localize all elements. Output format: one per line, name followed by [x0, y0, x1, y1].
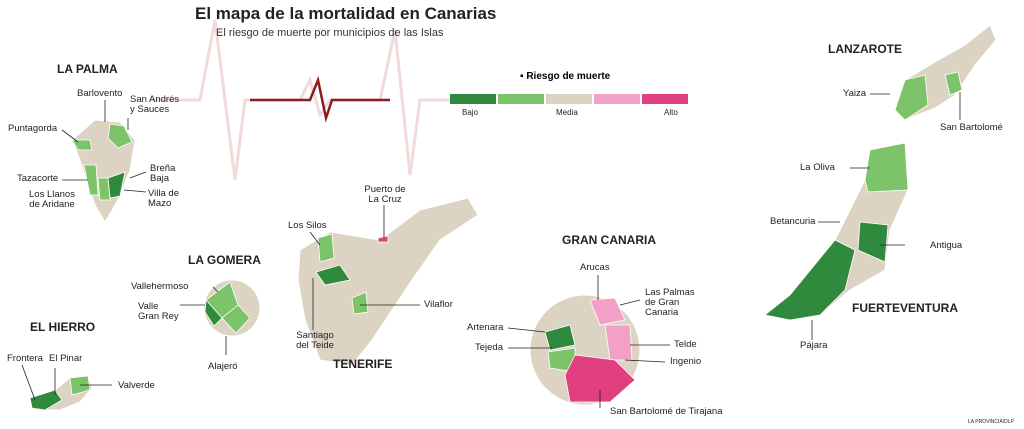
municipality: La Oliva: [800, 162, 835, 173]
municipality: Puntagorda: [8, 123, 58, 134]
municipality: Alajeró: [208, 361, 238, 372]
municipality: Frontera: [7, 353, 43, 364]
legend-swatch: [498, 94, 544, 104]
island-name: LANZAROTE: [828, 42, 902, 56]
municipality: Arucas: [580, 262, 610, 273]
municipality: Artenara: [467, 322, 504, 333]
municipality: San Bartolomé de Tirajana: [610, 406, 723, 417]
legend-label: Media: [556, 108, 578, 117]
subtitle: El riesgo de muerte por municipios de la…: [216, 27, 444, 39]
la-palma: [71, 119, 136, 223]
municipality: Valle Gran Rey: [138, 301, 179, 322]
el-hierro: [29, 375, 93, 411]
island-name: LA GOMERA: [188, 253, 261, 267]
credit: LA PROVINCIA/DLP: [968, 419, 1014, 425]
municipality: San Bartolomé: [940, 122, 1003, 133]
municipality: Las Palmas de Gran Canaria: [645, 287, 695, 318]
municipality: El Pinar: [49, 353, 83, 364]
tenerife: [297, 197, 479, 366]
island-name: EL HIERRO: [30, 320, 96, 334]
municipality: San Andrés y Sauces: [130, 94, 180, 115]
municipality: Valverde: [118, 380, 155, 391]
legend-title: ▪ Riesgo de muerte: [520, 71, 611, 82]
island-name: TENERIFE: [333, 357, 393, 371]
leaders: [21, 92, 961, 408]
municipality: Vallehermoso: [131, 281, 189, 292]
municipality: Barlovento: [77, 88, 123, 99]
la-gomera: [203, 279, 261, 337]
municipality: Yaiza: [843, 88, 867, 99]
legend-swatch: [594, 94, 640, 104]
municipality: Puerto de La Cruz: [364, 184, 406, 205]
municipality: Vilaflor: [424, 299, 453, 310]
legend-label: Bajo: [462, 108, 479, 117]
municipality: Pájara: [800, 340, 828, 351]
legend-swatch: [642, 94, 688, 104]
legend-swatch: [546, 94, 592, 104]
gran-canaria: [529, 294, 641, 406]
fuerteventura: [763, 142, 909, 321]
island-name: GRAN CANARIA: [562, 233, 656, 247]
lanzarote: [894, 24, 997, 121]
municipality: Betancuria: [770, 216, 816, 227]
legend-swatch: [450, 94, 496, 104]
island-name: FUERTEVENTURA: [852, 301, 959, 315]
municipality: Los Silos: [288, 220, 327, 231]
legend-label: Alto: [664, 108, 678, 117]
municipality: Telde: [674, 339, 697, 350]
municipality: Tazacorte: [17, 173, 59, 184]
legend-title-text: Riesgo de muerte: [526, 71, 611, 82]
legend-scale: [450, 94, 688, 104]
municipality: Tejeda: [475, 342, 503, 353]
municipality: Los Llanos de Aridane: [29, 189, 75, 210]
heartbeat: [150, 19, 450, 181]
island-name: LA PALMA: [57, 62, 118, 76]
municipality: Villa de Mazo: [148, 188, 179, 209]
municipality: Santiago del Teide: [296, 330, 334, 351]
municipality: Breña Baja: [150, 163, 176, 184]
title: El mapa de la mortalidad en Canarias: [195, 4, 497, 23]
municipality: Antigua: [930, 240, 963, 251]
municipality: Ingenio: [670, 356, 702, 367]
